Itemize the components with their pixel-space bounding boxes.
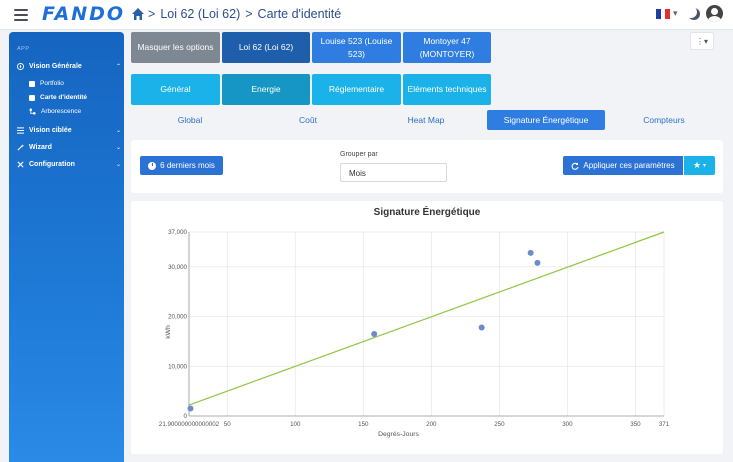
- subtab-cout[interactable]: Coût: [299, 115, 317, 125]
- tools-icon: [17, 161, 24, 168]
- x-tick-label: 150: [358, 421, 369, 428]
- refresh-icon: [572, 162, 579, 170]
- sidebar-item-label: Configuration: [29, 161, 75, 168]
- breadcrumb-separator: >: [148, 7, 156, 21]
- chart-panel: Signature Énergétique 21.900000000000002…: [131, 201, 723, 454]
- data-point[interactable]: [527, 249, 534, 256]
- language-flag-icon[interactable]: [656, 9, 671, 19]
- y-tick-label: 10,000: [168, 363, 187, 370]
- breadcrumb-separator: >: [245, 7, 253, 21]
- sidebar-section-label: APP: [17, 46, 30, 52]
- compass-icon: [17, 63, 24, 70]
- sidebar-item-label: Vision Générale: [29, 63, 82, 70]
- subtab-global[interactable]: Global: [177, 115, 203, 125]
- sidebar-item-label: Vision ciblée: [29, 127, 72, 134]
- subtab-signature-energetique[interactable]: Signature Énergétique: [487, 110, 605, 130]
- tab-reglementaire[interactable]: Réglementaire: [312, 74, 401, 105]
- x-tick-label: 21.900000000000002: [159, 421, 220, 428]
- x-tick-label: 371: [659, 421, 670, 428]
- tab-building-montoyer47[interactable]: Montoyer 47 (MONTOYER): [403, 32, 491, 63]
- sidebar-item-label: Wizard: [29, 144, 52, 151]
- x-tick-label: 350: [630, 421, 641, 428]
- data-point[interactable]: [478, 324, 485, 331]
- sidebar-subitem-arborescence[interactable]: Arborescence: [29, 108, 81, 115]
- menu-icon[interactable]: [14, 9, 28, 21]
- y-axis-label: kWh: [165, 325, 172, 339]
- chevron-down-icon[interactable]: ▾: [673, 8, 678, 18]
- tab-general[interactable]: Général: [131, 74, 220, 105]
- breadcrumb-item: Carte d'identité: [257, 7, 342, 21]
- sidebar-subitem-label: Carte d'identité: [40, 94, 88, 101]
- chart-title: Signature Énergétique: [373, 207, 481, 218]
- sidebar-item-wizard[interactable]: Wizard ⌄: [17, 144, 121, 151]
- chevron-down-icon: ⌄: [115, 128, 121, 134]
- dark-mode-icon[interactable]: [688, 8, 700, 20]
- x-tick-label: 50: [224, 421, 231, 428]
- sidebar-item-configuration[interactable]: Configuration ⌄: [17, 161, 121, 168]
- sidebar-subitem-label: Portfolio: [40, 80, 64, 87]
- sidebar-subitem-carte-identite[interactable]: Carte d'identité: [29, 94, 87, 101]
- trend-line: [188, 231, 665, 406]
- x-tick-label: 250: [494, 421, 505, 428]
- top-bar: FANDO > Loi 62 (Loi 62) > Carte d'identité …: [0, 0, 733, 30]
- tab-energie[interactable]: Energie: [222, 74, 310, 105]
- data-point[interactable]: [534, 259, 541, 266]
- x-tick-label: 300: [562, 421, 573, 428]
- sidebar-item-vision-generale[interactable]: Vision Générale ⌃: [17, 63, 121, 70]
- favorites-button[interactable]: ★ ▾: [684, 156, 715, 175]
- sidebar-subitem-label: Arborescence: [41, 108, 82, 115]
- y-tick-label: 20,000: [168, 314, 187, 321]
- home-icon[interactable]: [131, 7, 145, 21]
- avatar[interactable]: [706, 5, 723, 22]
- chevron-down-icon: ⌄: [115, 162, 121, 168]
- clock-icon: [148, 161, 157, 170]
- subtab-compteurs[interactable]: Compteurs: [643, 115, 685, 125]
- sidebar-subitem-portfolio[interactable]: Portfolio: [29, 80, 64, 87]
- x-axis-label: Degrés-Jours: [378, 431, 419, 438]
- id-card-icon: [29, 94, 35, 101]
- options-menu-button[interactable]: ⋮▾: [690, 32, 714, 50]
- tab-building-louise523[interactable]: Louise 523 (Louise 523): [312, 32, 401, 63]
- list-icon: [17, 127, 24, 134]
- app-logo[interactable]: FANDO: [42, 3, 126, 25]
- tab-elements-techniques[interactable]: Eléments techniques: [403, 74, 491, 105]
- apply-parameters-button[interactable]: Appliquer ces paramètres: [563, 156, 683, 175]
- breadcrumb-item[interactable]: Loi 62 (Loi 62): [160, 7, 241, 21]
- magic-wand-icon: [17, 144, 24, 151]
- tab-building-loi62[interactable]: Loi 62 (Loi 62): [222, 32, 310, 63]
- sidebar-item-vision-ciblee[interactable]: Vision ciblée ⌄: [17, 127, 121, 134]
- parameters-panel: 6 derniers mois Grouper par Mois Appliqu…: [131, 140, 723, 193]
- chevron-up-icon: ⌃: [115, 64, 121, 70]
- y-tick-label: 30,000: [168, 264, 187, 271]
- period-button-label: 6 derniers mois: [160, 161, 215, 170]
- x-tick-label: 100: [290, 421, 301, 428]
- group-by-label: Grouper par: [340, 151, 378, 158]
- breadcrumb: > Loi 62 (Loi 62) > Carte d'identité: [148, 7, 346, 21]
- data-point[interactable]: [187, 405, 194, 412]
- signature-chart: 21.900000000000002 50 100 150 200 250 300 350 37…: [159, 229, 670, 438]
- sidebar: APP Vision Générale ⌃ Portfolio Carte d'…: [9, 32, 124, 462]
- tree-icon: [29, 108, 36, 115]
- folder-icon: [29, 80, 35, 87]
- data-point[interactable]: [371, 330, 378, 337]
- chevron-down-icon: ▾: [703, 163, 707, 169]
- subtab-heat-map[interactable]: Heat Map: [407, 115, 445, 125]
- more-options-icon: ⋮▾: [695, 36, 708, 46]
- x-tick-label: 200: [426, 421, 437, 428]
- apply-parameters-label: Appliquer ces paramètres: [583, 161, 675, 170]
- y-tick-label: 37,000: [168, 229, 187, 236]
- y-tick-label: 0: [184, 413, 188, 420]
- star-icon: ★: [692, 160, 702, 170]
- period-button[interactable]: 6 derniers mois: [140, 156, 223, 175]
- chevron-down-icon: ⌄: [115, 145, 121, 151]
- hide-options-button[interactable]: Masquer les options: [131, 32, 220, 63]
- group-by-select[interactable]: Mois: [340, 163, 447, 182]
